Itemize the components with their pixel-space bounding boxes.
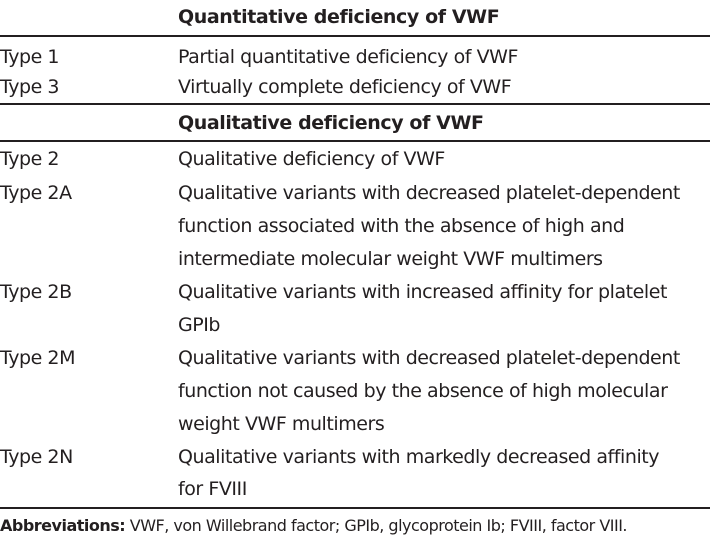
footnote-text: VWF, von Willebrand factor; GPIb, glycop…: [125, 516, 628, 535]
section-header-qualitative: Qualitative deficiency of VWF: [178, 112, 484, 134]
description-cell: Partial quantitative deficiency of VWF: [178, 46, 518, 68]
description-cell: GPIb: [178, 314, 221, 336]
description-cell: Virtually complete deficiency of VWF: [178, 76, 512, 98]
divider-rule: [0, 140, 710, 142]
description-cell: for FVIII: [178, 478, 247, 500]
description-cell: Qualitative variants with increased affi…: [178, 281, 667, 303]
footnote-label: Abbreviations:: [0, 516, 126, 535]
divider-rule: [0, 35, 710, 37]
description-cell: Qualitative deficiency of VWF: [178, 148, 445, 170]
description-cell: Qualitative variants with markedly decre…: [178, 446, 660, 468]
description-cell: weight VWF multimers: [178, 413, 385, 435]
divider-rule: [0, 103, 710, 105]
type-cell: Type 2B: [0, 281, 72, 303]
description-cell: function associated with the absence of …: [178, 215, 625, 237]
description-cell: function not caused by the absence of hi…: [178, 380, 668, 402]
section-header-quantitative: Quantitative deficiency of VWF: [178, 6, 500, 28]
type-cell: Type 3: [0, 76, 60, 98]
type-cell: Type 2M: [0, 347, 76, 369]
description-cell: Qualitative variants with decreased plat…: [178, 347, 680, 369]
type-cell: Type 2: [0, 148, 60, 170]
description-cell: intermediate molecular weight VWF multim…: [178, 248, 603, 270]
abbreviations-footnote: Abbreviations: VWF, von Willebrand facto…: [0, 515, 628, 537]
type-cell: Type 2A: [0, 182, 72, 204]
type-cell: Type 2N: [0, 446, 73, 468]
type-cell: Type 1: [0, 46, 60, 68]
description-cell: Qualitative variants with decreased plat…: [178, 182, 680, 204]
divider-rule: [0, 507, 710, 509]
